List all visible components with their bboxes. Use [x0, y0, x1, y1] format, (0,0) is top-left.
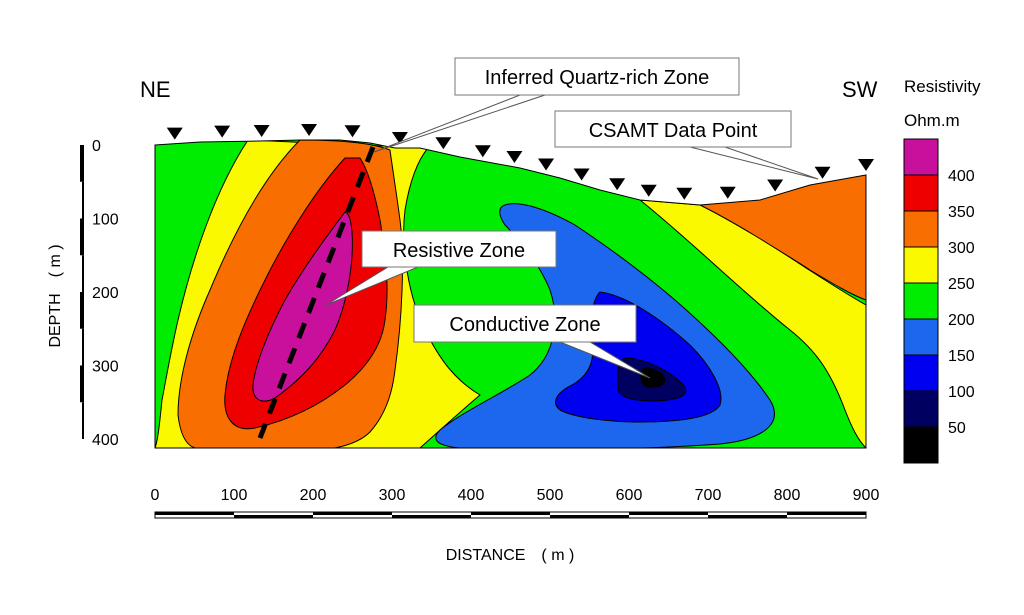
- legend-level-100: 100: [948, 384, 975, 401]
- csamt-data-point-7: [435, 137, 452, 150]
- callout-csamt: CSAMT Data Point: [554, 110, 819, 180]
- legend-unit: Ohm.m: [904, 111, 960, 130]
- callout-resistive-text: Resistive Zone: [393, 240, 525, 262]
- csamt-data-point-12: [609, 178, 626, 191]
- csamt-data-point-10: [538, 158, 555, 171]
- callout-csamt-text: CSAMT Data Point: [589, 120, 758, 142]
- callout-quartz: Inferred Quartz-rich Zone: [373, 57, 740, 153]
- distance-bar-segment-4: [471, 512, 550, 515]
- csamt-data-point-11: [573, 168, 590, 181]
- legend-level-400: 400: [948, 168, 975, 185]
- ne-label: NE: [140, 77, 171, 102]
- callout-resistive: Resistive Zone: [325, 230, 557, 306]
- depth-tick-label-200: 200: [92, 285, 119, 302]
- zone-black: [640, 367, 666, 388]
- distance-scale-bar: [154, 511, 867, 519]
- legend-level-350: 350: [948, 204, 975, 221]
- csamt-data-point-17: [814, 166, 831, 179]
- csamt-data-point-16: [767, 179, 784, 192]
- distance-tick-labels: 0 100 200 300 400 500 600 700 800 900: [151, 487, 880, 504]
- callout-quartz-text: Inferred Quartz-rich Zone: [485, 67, 710, 89]
- distance-tick-label-0: 0: [151, 487, 160, 504]
- sw-label: SW: [842, 77, 878, 102]
- depth-bar-segment-b-3: [82, 402, 84, 439]
- contour-section: [155, 140, 866, 448]
- csamt-data-point-5: [344, 125, 361, 138]
- callout-csamt-box: [554, 110, 792, 148]
- csamt-data-point-14: [676, 187, 693, 200]
- csamt-data-point-8: [474, 145, 491, 158]
- callout-csamt-pointer: [689, 146, 819, 180]
- csamt-data-point-13: [640, 184, 657, 197]
- legend-level-200: 200: [948, 312, 975, 329]
- distance-bar-segment-6: [629, 512, 708, 515]
- depth-scale-bar: [80, 145, 84, 439]
- distance-axis-label: DISTANCE ( m ): [446, 547, 575, 564]
- legend-swatch-7: [903, 354, 939, 392]
- legend-swatch-1: [903, 138, 939, 176]
- distance-bar-segment-7: [708, 515, 787, 518]
- depth-tick-label-300: 300: [92, 359, 119, 376]
- distance-bar-segment-2: [313, 512, 392, 515]
- legend-swatch-4: [903, 246, 939, 284]
- legend-color-bar: 400 350 300 250 200 150 100 50: [903, 138, 975, 464]
- depth-axis-label: DEPTH ( m ): [47, 244, 64, 347]
- callout-resistive-box: [361, 230, 557, 268]
- legend-level-50: 50: [948, 420, 966, 437]
- distance-tick-label-600: 600: [616, 487, 643, 504]
- depth-bar-segment-b-2: [82, 328, 84, 366]
- distance-tick-label-700: 700: [695, 487, 722, 504]
- depth-bar-segment-b-1: [82, 255, 84, 292]
- depth-tick-label-0: 0: [92, 138, 101, 155]
- depth-bar-segment-a-3: [80, 365, 84, 403]
- legend-swatch-5: [903, 282, 939, 320]
- distance-bar-segment-8: [787, 512, 866, 515]
- distance-tick-label-900: 900: [853, 487, 880, 504]
- depth-bar-segment-a-0: [80, 145, 84, 182]
- csamt-data-point-6: [391, 132, 408, 144]
- depth-tick-label-400: 400: [92, 432, 119, 449]
- legend-swatch-3: [903, 210, 939, 248]
- csamt-data-point-15: [719, 186, 736, 199]
- legend-swatch-6: [903, 318, 939, 356]
- legend-swatch-9: [903, 426, 939, 464]
- callout-conductive-text: Conductive Zone: [449, 314, 600, 336]
- csamt-stations: [166, 124, 874, 200]
- legend-level-250: 250: [948, 276, 975, 293]
- depth-bar-segment-a-1: [80, 218, 84, 256]
- csamt-data-point-1: [166, 127, 183, 140]
- csamt-data-point-2: [214, 125, 231, 138]
- distance-tick-label-800: 800: [774, 487, 801, 504]
- callout-quartz-box: [454, 57, 740, 96]
- callout-conductive-box: [413, 304, 637, 343]
- csamt-data-point-9: [506, 150, 523, 163]
- depth-tick-label-100: 100: [92, 212, 119, 229]
- legend-swatch-2: [903, 174, 939, 212]
- distance-tick-label-400: 400: [458, 487, 485, 504]
- callout-conductive: Conductive Zone: [413, 304, 651, 379]
- section-outline: [154, 139, 867, 449]
- distance-bar-segment-0: [155, 512, 234, 515]
- distance-bar-segment-1: [234, 515, 313, 518]
- legend-level-300: 300: [948, 240, 975, 257]
- depth-bar-segment-a-2: [80, 292, 84, 329]
- legend-swatch-8: [903, 390, 939, 428]
- distance-tick-label-200: 200: [300, 487, 327, 504]
- distance-tick-label-100: 100: [221, 487, 248, 504]
- csamt-data-point-4: [301, 124, 318, 136]
- callout-quartz-pointer: [373, 94, 546, 153]
- legend-title: Resistivity: [904, 77, 981, 96]
- depth-bar-segment-b-0: [82, 181, 84, 219]
- depth-tick-labels: 0 100 200 300 400: [92, 138, 119, 449]
- csamt-data-point-18: [858, 159, 874, 171]
- distance-bar-segment-3: [392, 515, 471, 518]
- distance-tick-label-300: 300: [379, 487, 406, 504]
- distance-bar-segment-5: [550, 515, 629, 518]
- legend-level-150: 150: [948, 348, 975, 365]
- csamt-data-point-3: [253, 124, 270, 137]
- distance-tick-label-500: 500: [537, 487, 564, 504]
- zone-yellow-band-right: [638, 199, 866, 448]
